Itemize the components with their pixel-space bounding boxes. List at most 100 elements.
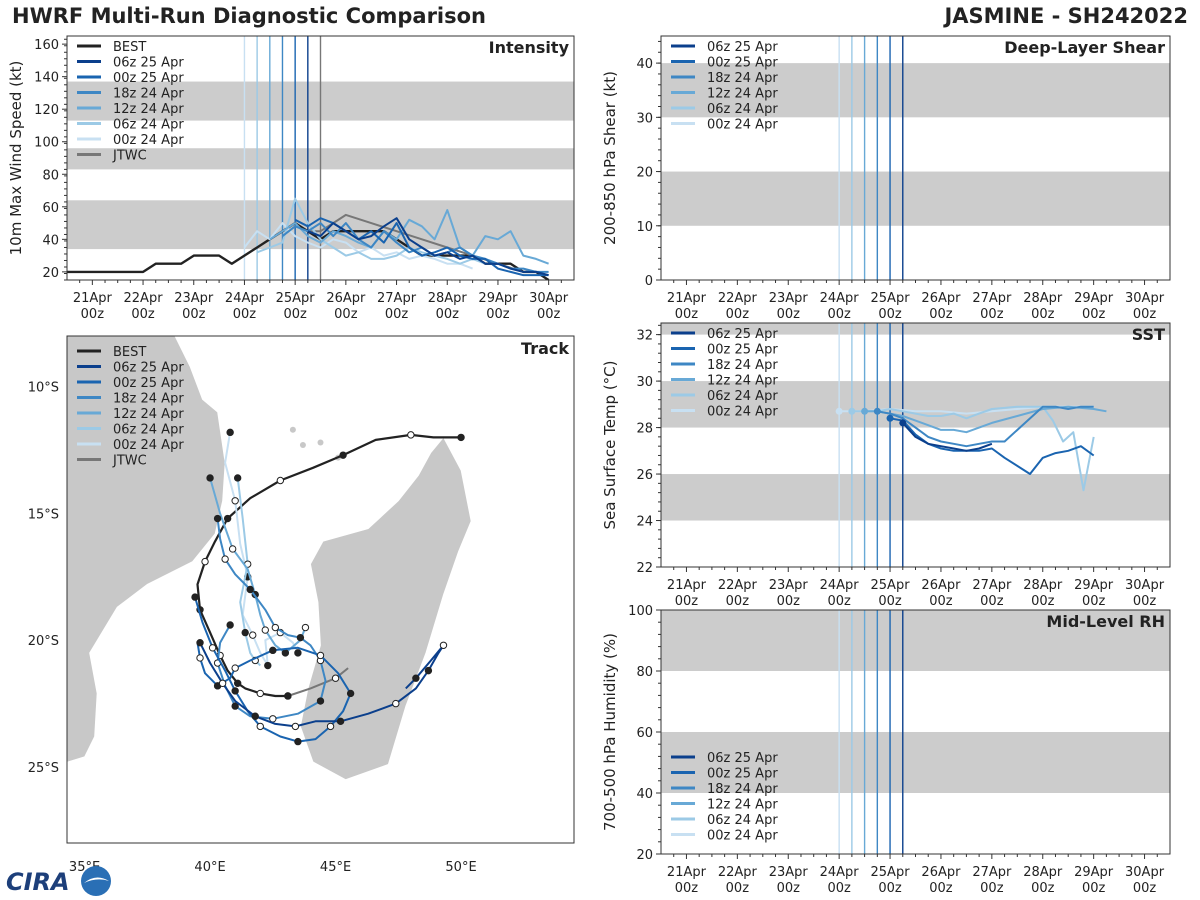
track-point bbox=[221, 555, 229, 563]
track-line bbox=[287, 667, 349, 697]
y-tick-label: 20 bbox=[636, 166, 653, 181]
y-axis-label: 700-500 hPa Humidity (%) bbox=[601, 633, 619, 831]
y-tick-label: 20°S bbox=[28, 634, 59, 649]
y-tick-label: 80 bbox=[636, 665, 653, 680]
x-tick-label-day: 26Apr bbox=[921, 865, 961, 880]
legend-label: 00z 24 Apr bbox=[113, 438, 184, 453]
x-tick-label-hour: 00z bbox=[980, 307, 1004, 322]
track-point bbox=[269, 715, 277, 723]
legend-label: 06z 25 Apr bbox=[113, 56, 184, 71]
y-tick-label: 40 bbox=[42, 233, 59, 248]
map-area bbox=[67, 336, 472, 781]
page-title: HWRF Multi-Run Diagnostic Comparison bbox=[12, 4, 487, 28]
x-tick-label-day: 30Apr bbox=[1125, 865, 1165, 880]
series-start-point bbox=[835, 407, 843, 415]
x-tick-label-day: 29Apr bbox=[1074, 865, 1114, 880]
legend-label: 00z 25 Apr bbox=[707, 767, 778, 782]
x-tick-label-day: 30Apr bbox=[1125, 291, 1165, 306]
x-tick-label-day: 30Apr bbox=[1125, 578, 1165, 593]
x-tick-label-day: 21Apr bbox=[667, 865, 707, 880]
y-tick-label: 80 bbox=[42, 168, 59, 183]
legend-label: 00z 24 Apr bbox=[113, 133, 184, 148]
axes-frame bbox=[66, 335, 575, 844]
y-tick-label: 32 bbox=[636, 329, 653, 344]
track-point bbox=[231, 687, 239, 695]
x-tick-label-hour: 00z bbox=[1082, 881, 1106, 896]
y-tick-label: 30 bbox=[636, 375, 653, 390]
x-tick-label-day: 29Apr bbox=[478, 291, 518, 306]
track-point bbox=[407, 431, 415, 439]
x-tick-label-hour: 00z bbox=[436, 307, 460, 322]
comoros-island bbox=[299, 442, 306, 449]
legend-label: 06z 25 Apr bbox=[707, 751, 778, 766]
y-axis-label: 200-850 hPa Shear (kt) bbox=[601, 71, 619, 245]
track-point bbox=[251, 712, 259, 720]
track-point bbox=[196, 639, 204, 647]
track-point bbox=[226, 621, 234, 629]
track-point bbox=[233, 679, 242, 687]
x-tick-label-hour: 00z bbox=[1082, 594, 1106, 609]
panel-rh: 2040608010021Apr00z22Apr00z23Apr00z24Apr… bbox=[601, 604, 1171, 896]
legend-label: 00z 25 Apr bbox=[113, 376, 184, 391]
track-point bbox=[392, 699, 400, 708]
cira-globe-icon bbox=[81, 866, 111, 896]
x-tick-label-hour: 00z bbox=[878, 307, 902, 322]
track-point bbox=[271, 623, 280, 632]
x-tick-label-hour: 00z bbox=[878, 594, 902, 609]
legend-label: 12z 24 Apr bbox=[113, 102, 184, 117]
track-point bbox=[201, 557, 209, 566]
x-tick-label-day: 21Apr bbox=[667, 578, 707, 593]
track-point bbox=[424, 666, 433, 675]
y-tick-label: 25°S bbox=[28, 761, 59, 776]
x-tick-label: 45°E bbox=[320, 860, 351, 875]
x-tick-label-hour: 00z bbox=[1133, 594, 1157, 609]
x-tick-label-hour: 00z bbox=[283, 307, 307, 322]
y-tick-label: 15°S bbox=[28, 507, 59, 522]
legend-label: 00z 25 Apr bbox=[707, 56, 778, 71]
track-point bbox=[191, 593, 199, 601]
threshold-band bbox=[661, 171, 1170, 226]
track-point bbox=[281, 649, 290, 657]
legend-label: 06z 25 Apr bbox=[707, 327, 778, 342]
legend-label: 18z 24 Apr bbox=[707, 358, 778, 373]
x-tick-label-hour: 00z bbox=[182, 307, 206, 322]
track-point bbox=[336, 717, 345, 726]
africa-landmass bbox=[67, 336, 226, 763]
threshold-band bbox=[661, 732, 1170, 793]
legend-label: JTWC bbox=[112, 454, 147, 469]
legend-label: 06z 24 Apr bbox=[113, 118, 184, 133]
y-tick-label: 160 bbox=[34, 38, 59, 53]
x-tick-label-day: 22Apr bbox=[718, 865, 758, 880]
x-tick-label-day: 22Apr bbox=[718, 578, 758, 593]
x-tick-label-day: 26Apr bbox=[921, 578, 961, 593]
x-tick-label-day: 28Apr bbox=[1023, 578, 1063, 593]
y-tick-label: 100 bbox=[628, 604, 653, 619]
x-tick-label-hour: 00z bbox=[777, 594, 801, 609]
x-tick-label-hour: 00z bbox=[827, 881, 851, 896]
legend-label: 12z 24 Apr bbox=[707, 87, 778, 102]
y-tick-label: 20 bbox=[42, 266, 59, 281]
x-tick-label-day: 23Apr bbox=[769, 578, 809, 593]
track-point bbox=[291, 722, 300, 731]
series-start-point bbox=[899, 419, 907, 427]
x-tick-label-hour: 00z bbox=[675, 881, 699, 896]
x-tick-label: 40°E bbox=[194, 860, 225, 875]
x-tick-label-hour: 00z bbox=[980, 594, 1004, 609]
x-tick-label-hour: 00z bbox=[878, 881, 902, 896]
y-tick-label: 10°S bbox=[28, 381, 59, 396]
x-tick-label-hour: 00z bbox=[1031, 594, 1055, 609]
legend-label: 18z 24 Apr bbox=[113, 87, 184, 102]
x-tick-label-hour: 00z bbox=[726, 307, 750, 322]
x-tick-label-day: 21Apr bbox=[73, 291, 113, 306]
track-point bbox=[294, 737, 302, 746]
track-point bbox=[294, 649, 302, 657]
threshold-band bbox=[661, 474, 1170, 521]
track-point bbox=[439, 641, 448, 649]
x-tick-label-day: 24Apr bbox=[225, 291, 265, 306]
track-point bbox=[346, 689, 355, 698]
track-point bbox=[284, 692, 292, 700]
panel-title: Intensity bbox=[489, 38, 570, 57]
y-tick-label: 40 bbox=[636, 57, 653, 72]
y-tick-label: 40 bbox=[636, 787, 653, 802]
